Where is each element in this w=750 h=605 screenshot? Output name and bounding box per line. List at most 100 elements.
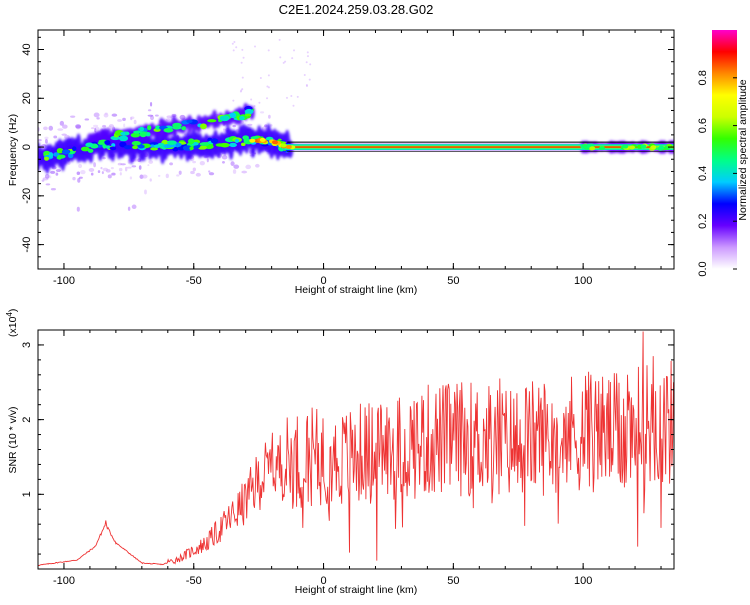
heat-speck bbox=[102, 156, 106, 160]
heat-speck bbox=[296, 95, 299, 98]
heat-speck bbox=[241, 88, 244, 91]
spectrogram-ticks: -100 -50 0 50 100 -40 -20 0 20 40 bbox=[21, 30, 674, 287]
heat-blob bbox=[147, 125, 152, 131]
heat-speck bbox=[88, 168, 95, 173]
heat-speck bbox=[222, 160, 225, 164]
heat-blob bbox=[119, 141, 127, 148]
heat-speck bbox=[190, 170, 195, 175]
heat-cell bbox=[186, 114, 193, 134]
heat-speck bbox=[293, 49, 296, 52]
heat-speck bbox=[93, 162, 96, 168]
heat-speck bbox=[147, 164, 150, 167]
heat-speck bbox=[268, 114, 271, 119]
heat-speck bbox=[48, 125, 54, 131]
heat-speck bbox=[129, 176, 133, 180]
heat-speck bbox=[179, 114, 186, 120]
heat-speck bbox=[117, 119, 123, 122]
heat-speck bbox=[165, 173, 169, 179]
heat-speck bbox=[208, 172, 215, 176]
colorbar-gradient bbox=[712, 30, 737, 269]
heat-blob bbox=[229, 142, 237, 148]
heat-speck bbox=[222, 128, 225, 131]
heat-speck bbox=[55, 169, 62, 173]
heat-blob bbox=[181, 126, 187, 131]
snr-xtick-label: 50 bbox=[447, 575, 459, 587]
heat-speck bbox=[119, 172, 122, 176]
heat-speck bbox=[96, 117, 100, 120]
heat-speck bbox=[147, 114, 154, 117]
spectrogram-xtick-label: 100 bbox=[574, 275, 592, 287]
heat-speck bbox=[267, 74, 270, 77]
heat-blob bbox=[163, 143, 173, 149]
heat-speck bbox=[127, 206, 131, 211]
spectrogram-ytick-label: 40 bbox=[21, 43, 33, 55]
heat-blob bbox=[72, 146, 77, 152]
spectrogram-xtick-label: -50 bbox=[186, 275, 202, 287]
heat-speck bbox=[245, 164, 252, 170]
heat-speck bbox=[284, 60, 287, 63]
heat-speck bbox=[241, 48, 244, 51]
heat-speck bbox=[70, 115, 76, 118]
heat-speck bbox=[233, 40, 236, 43]
heat-speck bbox=[290, 94, 293, 97]
heat-speck bbox=[50, 188, 56, 191]
heat-speck bbox=[221, 155, 228, 160]
spectrogram-xtick-label: 0 bbox=[320, 275, 326, 287]
heat-speck bbox=[76, 206, 80, 212]
colorbar-tick-label: 0.4 bbox=[697, 166, 709, 181]
heat-speck bbox=[240, 89, 243, 92]
heat-speck bbox=[147, 109, 152, 112]
heat-speck bbox=[80, 170, 86, 175]
snr-scale-note: (x104) bbox=[5, 309, 19, 337]
snr-xtick-label: -50 bbox=[186, 575, 202, 587]
heat-blob bbox=[200, 123, 207, 130]
heat-speck bbox=[259, 111, 265, 114]
heat-speck bbox=[44, 138, 48, 144]
heat-speck bbox=[138, 165, 142, 170]
heat-blob bbox=[104, 140, 111, 145]
spectrogram-heatmap bbox=[38, 38, 674, 212]
heat-blob bbox=[285, 144, 292, 149]
heat-blob bbox=[123, 145, 132, 150]
snr-xtick-label: -100 bbox=[53, 575, 75, 587]
heat-speck bbox=[53, 135, 58, 139]
heat-speck bbox=[57, 128, 64, 131]
heat-blob bbox=[229, 112, 236, 119]
heat-blob bbox=[629, 145, 636, 150]
heat-speck bbox=[178, 170, 182, 175]
heat-speck bbox=[76, 171, 81, 175]
heat-blob bbox=[48, 152, 54, 159]
heat-blob bbox=[132, 145, 139, 150]
heat-speck bbox=[232, 169, 237, 174]
heat-blob bbox=[97, 141, 105, 145]
heat-blob bbox=[650, 145, 657, 150]
snr-xlabel: Height of straight line (km) bbox=[295, 584, 418, 596]
spectrogram-ytick-label: 20 bbox=[21, 92, 33, 104]
snr-ylabel: SNR (10 * v/v) bbox=[7, 406, 19, 473]
spectrogram-xtick-label: 50 bbox=[447, 275, 459, 287]
heat-blob bbox=[589, 146, 596, 151]
heat-blob bbox=[167, 140, 177, 145]
heat-blob bbox=[188, 138, 195, 145]
colorbar-ticks: 0.0 0.2 0.4 0.6 0.8 bbox=[697, 70, 737, 277]
heat-speck bbox=[166, 115, 173, 119]
colorbar-label: Normalized spectral amplitude bbox=[737, 79, 749, 220]
snr-ytick-label: 2 bbox=[21, 417, 33, 423]
figure-title: C2E1.2024.259.03.28.G02 bbox=[279, 2, 434, 17]
heat-blob bbox=[622, 144, 629, 149]
heat-blob bbox=[133, 130, 143, 134]
heat-blob bbox=[598, 146, 605, 151]
heat-speck bbox=[206, 158, 209, 163]
heat-speck bbox=[94, 128, 97, 133]
heat-speck bbox=[97, 170, 101, 174]
heat-speck bbox=[232, 99, 235, 102]
colorbar-tick-label: 0.2 bbox=[697, 214, 709, 229]
heat-speck bbox=[253, 105, 256, 108]
heat-speck bbox=[41, 179, 45, 182]
heat-blob bbox=[85, 142, 94, 148]
heat-speck bbox=[278, 38, 281, 41]
colorbar-tick-label: 0.6 bbox=[697, 118, 709, 133]
heat-speck bbox=[241, 76, 244, 79]
heat-speck bbox=[118, 167, 123, 172]
